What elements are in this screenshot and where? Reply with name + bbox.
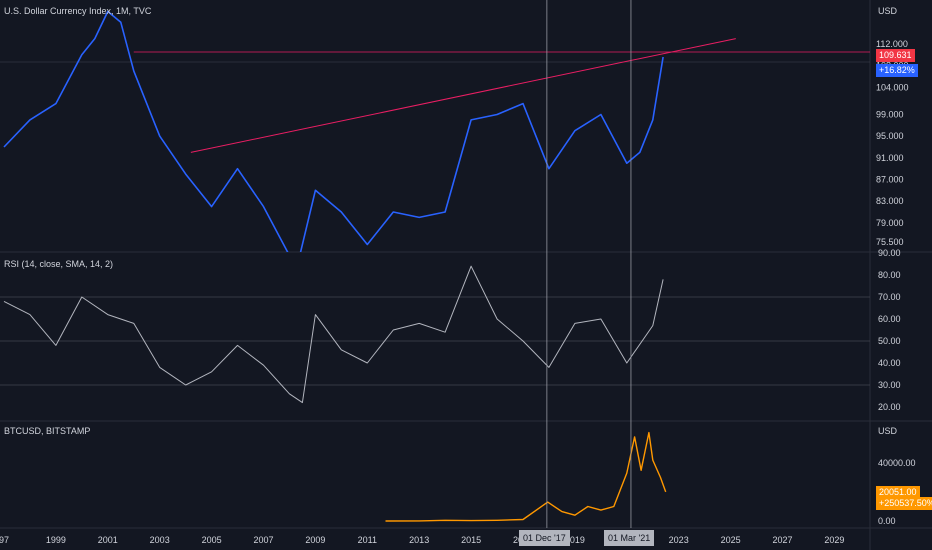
btc-panel-unit: USD: [878, 426, 898, 436]
main-panel-unit: USD: [878, 6, 898, 16]
time-tick-label: 2023: [669, 535, 689, 545]
btc-change-tag: +250537.50%: [876, 497, 932, 510]
dxy-tick-label: 95.000: [876, 131, 904, 141]
time-tick-label: 2015: [461, 535, 481, 545]
btc-tick-label: 40000.00: [878, 458, 916, 468]
main-panel-title: U.S. Dollar Currency Index, 1M, TVC: [4, 6, 152, 16]
btc-panel-title: BTCUSD, BITSTAMP: [4, 426, 91, 436]
btc-series-line: [385, 431, 667, 522]
dxy-price-tag: 109.631: [876, 49, 915, 62]
crosshair-date-right: 01 Mar '21: [604, 530, 655, 546]
time-tick-label: 2011: [358, 535, 377, 545]
rsi-panel-title: RSI (14, close, SMA, 14, 2): [4, 259, 114, 269]
dxy-tick-label: 104.000: [876, 82, 909, 92]
dxy-tick-label: 112.000: [876, 39, 908, 49]
dxy-tick-label: 99.000: [876, 109, 904, 119]
dxy-tick-label: 91.000: [876, 153, 904, 163]
rsi-tick-label: 30.00: [878, 380, 901, 390]
time-tick-label: 2007: [253, 535, 273, 545]
time-tick-label: 2003: [150, 535, 170, 545]
time-tick-label: 2013: [409, 535, 429, 545]
dxy-tick-label: 79.000: [876, 218, 904, 228]
time-tick-label: 2019: [565, 535, 585, 545]
rsi-tick-label: 90.00: [878, 248, 901, 258]
rsi-tick-label: 40.00: [878, 358, 901, 368]
dxy-tick-label: 75.500: [876, 237, 904, 247]
chart-marks: [0, 0, 870, 528]
time-tick-label: 1999: [46, 535, 66, 545]
rsi-tick-label: 80.00: [878, 270, 901, 280]
trend-line: [190, 38, 736, 153]
dxy-change-tag: +16.82%: [876, 64, 918, 77]
dxy-series-line: [3, 10, 664, 252]
btc-tick-label: 0.00: [878, 516, 896, 526]
dxy-tick-label: 87.000: [876, 175, 904, 185]
rsi-series-line: [3, 265, 664, 404]
time-tick-label: 2029: [824, 535, 844, 545]
btc-price-tag: 20051.00: [876, 486, 920, 499]
dxy-tick-label: 83.000: [876, 196, 904, 206]
rsi-tick-label: 60.00: [878, 314, 901, 324]
rsi-tick-label: 20.00: [878, 402, 901, 412]
time-tick-label: 2025: [721, 535, 741, 545]
time-tick-label: 2001: [98, 535, 118, 545]
time-tick-label: 2005: [202, 535, 222, 545]
crosshair-date-left: 01 Dec '17: [519, 530, 570, 546]
time-axis[interactable]: 97 1999 2001 2003 2005 2007 2009 2011 2013 2015 20…: [0, 535, 844, 545]
rsi-tick-label: 70.00: [878, 292, 901, 302]
time-tick-label: 97: [0, 535, 9, 545]
time-tick-label: 2009: [305, 535, 325, 545]
rsi-tick-label: 50.00: [878, 336, 901, 346]
time-tick-label: 2027: [772, 535, 792, 545]
